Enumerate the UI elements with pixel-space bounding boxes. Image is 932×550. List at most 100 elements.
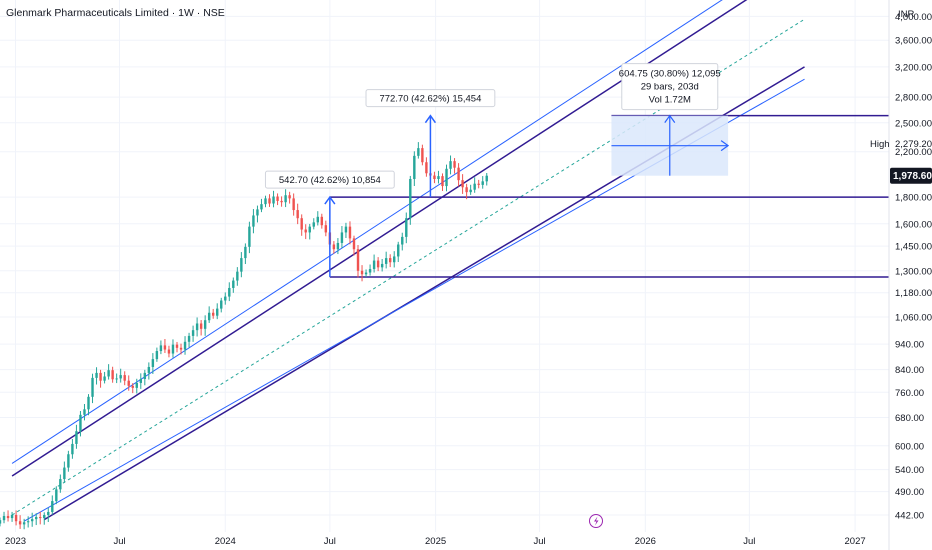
- candle-body: [83, 409, 86, 415]
- candle-body: [155, 351, 159, 360]
- candle-body: [151, 359, 155, 367]
- candle-body: [413, 155, 416, 180]
- time-tick-label: 2024: [215, 536, 236, 547]
- symbol-title[interactable]: Glenmark Pharmaceuticals Limited · 1W · …: [6, 7, 225, 19]
- candle-body: [284, 195, 287, 203]
- time-tick-label: 2026: [635, 536, 656, 547]
- candle-body: [199, 323, 203, 329]
- candle-body: [0, 520, 2, 524]
- time-tick-label: 2023: [5, 536, 26, 547]
- time-tick-label: Jul: [534, 536, 546, 547]
- price-tick-label: 4,000.00: [895, 12, 932, 23]
- candle-body: [55, 489, 58, 502]
- candle-body: [384, 258, 388, 264]
- annotations-layer: 542.70 (42.62%) 10,854 772.70 (42.62%) 15…: [264, 63, 730, 277]
- chart-grid: [0, 0, 889, 532]
- candle-body: [167, 349, 171, 354]
- high-value: 2,279.20: [895, 139, 932, 150]
- candle-body: [332, 244, 336, 250]
- price-tick-label: 3,600.00: [895, 36, 932, 47]
- price-tick-label: 2,200.00: [895, 147, 932, 158]
- price-axis[interactable]: 4,000.00 3,600.00 3,200.00 2,800.00 2,500.00…: [870, 12, 932, 522]
- time-axis[interactable]: 2023 Jul 2024 Jul 2025 Jul 2026 Jul 2027: [5, 536, 866, 547]
- candle-body: [143, 372, 147, 379]
- candle-body: [87, 396, 90, 410]
- measure-arrow-head: [324, 195, 336, 205]
- projection-label-line: 604.75 (30.80%) 12,095: [619, 69, 721, 80]
- candle-body: [409, 179, 412, 219]
- candle-body: [393, 256, 396, 263]
- measure-label-box: [264, 170, 395, 189]
- candle-body: [228, 287, 231, 297]
- candle-body: [344, 226, 348, 233]
- flash-icon[interactable]: [589, 514, 603, 528]
- price-tick-label: 840.00: [895, 365, 924, 376]
- candle-body: [203, 320, 207, 329]
- candle-body: [248, 226, 251, 247]
- candle-body: [240, 258, 243, 272]
- candle-body: [465, 187, 468, 193]
- candle-body: [449, 161, 452, 169]
- candle-body: [131, 385, 134, 388]
- price-tick-label: 760.00: [895, 388, 924, 399]
- high-label: High: [870, 139, 890, 150]
- candle-body: [288, 195, 291, 199]
- candle-body: [34, 517, 38, 520]
- candle-body: [461, 180, 464, 188]
- price-tick-label: 1,060.00: [895, 312, 932, 323]
- candle-body: [2, 516, 6, 521]
- measure-label-box: [365, 89, 496, 108]
- price-tick-label: 680.00: [895, 413, 924, 424]
- price-tick-label: 490.00: [895, 487, 924, 498]
- candle-body: [171, 344, 175, 354]
- candle-body: [388, 258, 392, 263]
- candle-body: [340, 232, 344, 243]
- candle-body: [425, 162, 428, 174]
- candle-body: [107, 370, 110, 377]
- candle-body: [6, 516, 10, 519]
- candle-body: [276, 196, 279, 201]
- candle-body: [348, 226, 352, 239]
- candle-body: [368, 269, 372, 273]
- candle-body: [207, 312, 211, 321]
- drawings-layer: [11, 0, 889, 522]
- candle-body: [10, 514, 14, 519]
- candle-body: [159, 345, 163, 352]
- candle-body: [352, 238, 356, 250]
- candle-body: [179, 347, 183, 350]
- candle-body: [308, 226, 311, 233]
- price-tick-label: 540.00: [895, 465, 924, 476]
- price-tick-label: 2,500.00: [895, 118, 932, 129]
- candle-body: [39, 517, 42, 519]
- last-price-value: 1,978.60: [893, 171, 932, 182]
- candle-body: [421, 148, 424, 163]
- candle-body: [211, 312, 215, 316]
- candle-body: [481, 181, 484, 185]
- candle-body: [252, 215, 255, 227]
- candle-body: [195, 323, 199, 331]
- candle-body: [316, 216, 319, 223]
- candle-body: [272, 196, 275, 204]
- price-tick-label: 3,200.00: [895, 62, 932, 73]
- measure-arrow-head: [424, 114, 437, 124]
- candle-body: [477, 183, 480, 185]
- candle-body: [268, 198, 271, 204]
- price-tick-label: 600.00: [895, 441, 924, 452]
- candle-body: [296, 210, 299, 219]
- candle-body: [380, 263, 384, 268]
- candle-body: [79, 414, 82, 432]
- candle-body: [111, 370, 114, 380]
- candle-body: [256, 209, 259, 216]
- projection-label-line: 29 bars, 203d: [641, 82, 699, 93]
- candle-body: [356, 249, 360, 271]
- candle-body: [469, 189, 472, 193]
- price-tick-label: 2,800.00: [895, 93, 932, 104]
- candle-body: [95, 372, 98, 378]
- candle-body: [139, 378, 142, 383]
- price-tick-label: 1,800.00: [895, 193, 932, 204]
- candle-body: [135, 382, 138, 388]
- candle-body: [51, 501, 54, 512]
- candle-body: [224, 296, 227, 301]
- projection-label-line: Vol 1.72M: [649, 95, 691, 106]
